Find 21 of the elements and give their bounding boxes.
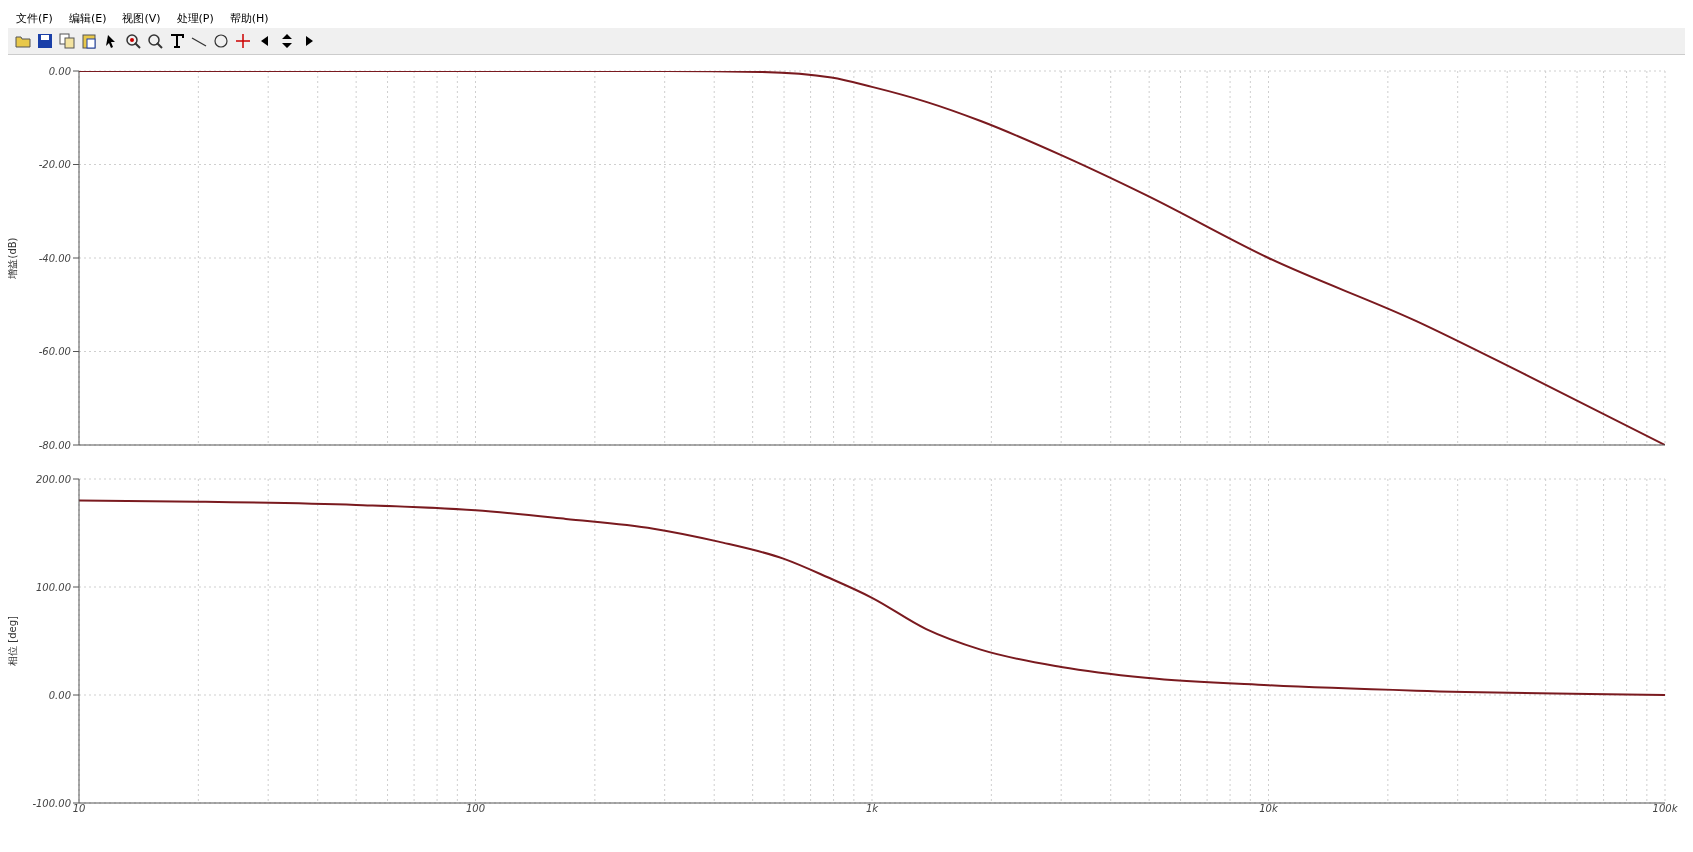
x-tick-label: 100 <box>465 803 486 815</box>
text: 编辑(E) <box>68 10 107 26</box>
y-tick-label: 200.00 <box>36 473 71 485</box>
text: 处理(P) <box>176 10 214 26</box>
y-tick-label: 100.00 <box>36 581 71 593</box>
text: 文件(F) <box>16 10 53 26</box>
y-tick-label: -20.00 <box>38 159 71 171</box>
y-axis-title: 相位 [deg] <box>6 615 18 666</box>
y-tick-label: 0.00 <box>48 689 71 701</box>
y-tick-label: -80.00 <box>38 439 71 451</box>
x-tick-label: 10k <box>1259 803 1279 815</box>
y-axis-title: 增益(dB) <box>6 237 18 280</box>
y-tick-label: -60.00 <box>38 346 71 358</box>
y-tick-label: 0.00 <box>48 65 71 77</box>
text: 帮助(H) <box>229 10 269 26</box>
x-tick-label: 100k <box>1652 803 1679 815</box>
y-tick-label: -40.00 <box>38 252 71 264</box>
y-tick-label: -100.00 <box>32 797 71 809</box>
x-tick-label: 10 <box>72 803 86 815</box>
text: 视图(V) <box>122 10 161 26</box>
x-tick-label: 1k <box>865 803 880 815</box>
